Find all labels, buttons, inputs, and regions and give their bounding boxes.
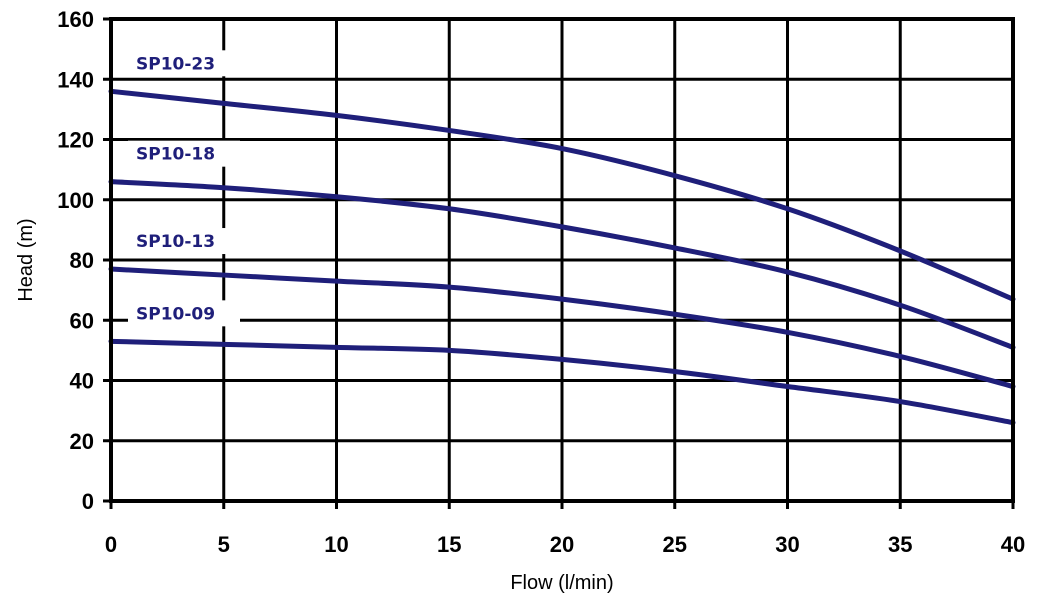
series-label-sp10-09: SP10-09	[136, 304, 215, 324]
y-tick-label: 0	[82, 489, 94, 514]
x-tick-label: 0	[105, 532, 117, 557]
tick-labels: 0 5 10 15 20 25 30 35 40 0 20 40 60 80 100 120 140 160	[57, 7, 1025, 557]
y-axis-title: Head (m)	[15, 218, 37, 301]
x-tick-label: 20	[550, 532, 574, 557]
grid	[103, 17, 1015, 509]
series-labels: SP10-23 SP10-18 SP10-13 SP10-09	[128, 50, 240, 327]
x-tick-label: 15	[437, 532, 461, 557]
series-line-sp10-13	[108, 266, 1016, 390]
series-label-bg	[128, 228, 240, 255]
y-tick-label: 60	[70, 308, 94, 333]
x-axis-title: Flow (l/min)	[510, 572, 613, 594]
series-line-sp10-18	[108, 179, 1016, 350]
x-tick-label: 10	[324, 532, 348, 557]
y-tick-label: 120	[57, 128, 94, 153]
series-line-sp10-23	[108, 88, 1016, 302]
y-tick-label: 160	[57, 7, 94, 32]
series-label-bg	[128, 140, 240, 167]
x-tick-label: 30	[775, 532, 799, 557]
y-tick-label: 80	[70, 248, 94, 273]
series-label-sp10-13: SP10-13	[136, 232, 215, 252]
y-tick-label: 20	[70, 429, 94, 454]
x-tick-label: 35	[888, 532, 912, 557]
y-tick-label: 100	[57, 188, 94, 213]
series-label-sp10-23: SP10-23	[136, 54, 215, 74]
series-label-sp10-18: SP10-18	[136, 145, 215, 165]
plot-frame	[109, 17, 1015, 503]
x-tick-label: 40	[1001, 532, 1025, 557]
x-tick-label: 25	[663, 532, 687, 557]
series-line-sp10-09	[108, 338, 1016, 426]
series-label-bg	[128, 50, 240, 77]
series-lines	[108, 88, 1016, 426]
y-tick-label: 140	[57, 67, 94, 92]
y-tick-label: 40	[70, 369, 94, 394]
series-label-bg	[128, 300, 240, 327]
x-tick-label: 5	[218, 532, 230, 557]
